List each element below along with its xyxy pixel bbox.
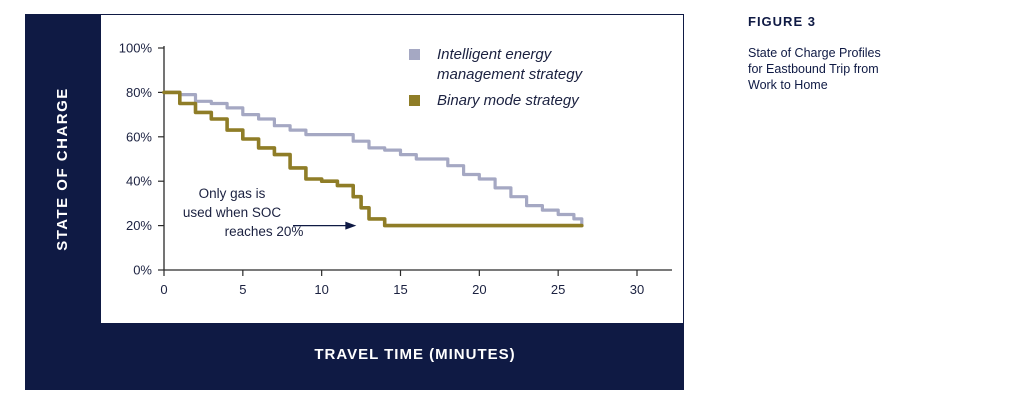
series-intelligent-line <box>162 90 584 228</box>
legend: Intelligent energy management strategy Bin… <box>409 46 584 109</box>
caption-line-1: State of Charge Profiles <box>748 46 881 60</box>
x-tick-label: 5 <box>239 282 246 297</box>
x-axis-label: TRAVEL TIME (MINUTES) <box>314 346 515 363</box>
annotation-arrow-head <box>345 221 357 230</box>
y-tick-label: 40% <box>126 174 152 189</box>
y-axis-label: STATE OF CHARGE <box>54 87 71 251</box>
caption-block: FIGURE 3 State of Charge Profiles for Ea… <box>748 14 948 93</box>
series-binary-line <box>162 90 584 228</box>
axes: 0 5 10 15 20 25 30 0% 20% 40% 60% 80% 100% <box>119 41 672 297</box>
legend-intelligent-label-line: management strategy <box>437 66 584 83</box>
caption-line-3: Work to Home <box>748 78 828 92</box>
y-tick-label: 0% <box>133 263 152 278</box>
y-tick-label: 60% <box>126 129 152 144</box>
annotation-line: used when SOC <box>183 205 282 220</box>
annotation-line: Only gas is <box>199 186 266 201</box>
x-tick-label: 30 <box>630 282 644 297</box>
legend-intelligent-label: Intelligent energy management strategy <box>437 46 584 83</box>
x-tick-label: 15 <box>393 282 407 297</box>
y-tick-label: 80% <box>126 85 152 100</box>
legend-binary-label: Binary mode strategy <box>437 92 580 109</box>
y-tick-label: 20% <box>126 218 152 233</box>
x-tick-label: 10 <box>314 282 328 297</box>
figure-label: FIGURE 3 <box>748 14 816 29</box>
annotation-line: reaches 20% <box>225 224 304 239</box>
plot-border <box>25 14 684 390</box>
x-tick-label: 20 <box>472 282 486 297</box>
legend-intelligent-label-line: Intelligent energy <box>437 46 553 63</box>
figure-caption: State of Charge Profiles for Eastbound T… <box>748 45 948 93</box>
y-tick-label: 100% <box>119 41 153 56</box>
caption-line-2: for Eastbound Trip from <box>748 62 879 76</box>
x-tick-label: 0 <box>160 282 167 297</box>
frame-bottom-band <box>25 323 684 390</box>
x-tick-label: 25 <box>551 282 565 297</box>
annotation: Only gas is used when SOC reaches 20% <box>183 186 357 239</box>
figure-frame: STATE OF CHARGE TRAVEL TIME (MINUTES) 0 5… <box>25 14 684 390</box>
series-lines <box>162 90 584 228</box>
chart: STATE OF CHARGE TRAVEL TIME (MINUTES) 0 5… <box>25 14 684 390</box>
legend-binary-swatch <box>409 95 420 106</box>
legend-intelligent-swatch <box>409 49 420 60</box>
